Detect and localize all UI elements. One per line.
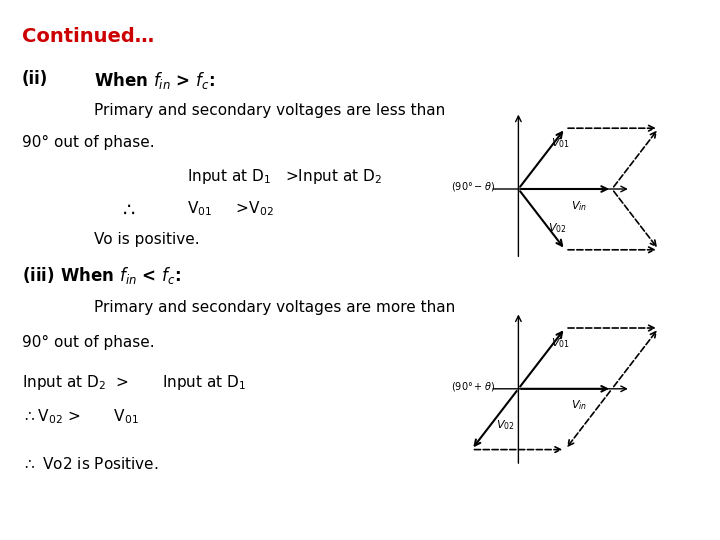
Text: Input at D$_1$   >Input at D$_2$: Input at D$_1$ >Input at D$_2$ <box>187 167 382 186</box>
Text: $V_{01}$: $V_{01}$ <box>552 137 570 150</box>
Text: Input at D$_2$  >       Input at D$_1$: Input at D$_2$ > Input at D$_1$ <box>22 373 246 392</box>
Text: $V_{01}$: $V_{01}$ <box>552 336 570 350</box>
Text: $V_{02}$: $V_{02}$ <box>496 418 515 432</box>
Text: 90° out of phase.: 90° out of phase. <box>22 135 154 150</box>
Text: $V_{02}$: $V_{02}$ <box>548 221 567 235</box>
Text: V$_{01}$     >V$_{02}$: V$_{01}$ >V$_{02}$ <box>187 200 274 219</box>
Text: Primary and secondary voltages are less than: Primary and secondary voltages are less … <box>94 103 445 118</box>
Text: (ii): (ii) <box>22 70 48 88</box>
Text: $\therefore$V$_{02}$ >       V$_{01}$: $\therefore$V$_{02}$ > V$_{01}$ <box>22 408 138 427</box>
Text: $V_{in}$: $V_{in}$ <box>571 199 588 213</box>
Text: $V_{in}$: $V_{in}$ <box>571 399 588 413</box>
Text: $(90°- \theta)$: $(90°- \theta)$ <box>451 180 495 193</box>
Text: Vo is positive.: Vo is positive. <box>94 232 199 247</box>
Text: $\therefore$: $\therefore$ <box>119 200 136 219</box>
Text: Primary and secondary voltages are more than: Primary and secondary voltages are more … <box>94 300 455 315</box>
Text: 90° out of phase.: 90° out of phase. <box>22 335 154 350</box>
Text: When $f_{in}$ > $f_c$:: When $f_{in}$ > $f_c$: <box>94 70 215 91</box>
Text: Continued…: Continued… <box>22 27 154 46</box>
Text: (iii) When $f_{in}$ < $f_c$:: (iii) When $f_{in}$ < $f_c$: <box>22 265 181 286</box>
Text: $\therefore$ Vo2 is Positive.: $\therefore$ Vo2 is Positive. <box>22 456 158 472</box>
Text: $(90°+ \theta)$: $(90°+ \theta)$ <box>451 380 495 393</box>
